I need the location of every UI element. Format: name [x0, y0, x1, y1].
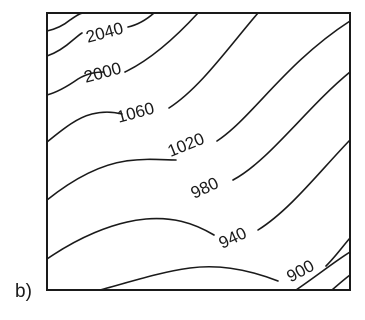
contour-line-2000	[46, 32, 83, 57]
contour-line-1060-b	[168, 12, 259, 109]
map-frame	[46, 12, 351, 291]
contour-line-1020-b	[216, 20, 351, 142]
contour-label-1020: 1020	[165, 129, 207, 161]
contour-line-900	[99, 265, 279, 291]
contour-line-lower-a	[295, 251, 351, 291]
contour-label-940: 940	[216, 223, 250, 252]
contour-line-2040-b	[127, 12, 155, 28]
panel-label: b)	[15, 281, 32, 302]
contour-line-940-b	[257, 139, 351, 231]
contour-line-980	[46, 158, 177, 201]
contour-line-980-b	[232, 71, 351, 181]
contour-line-2040	[46, 12, 85, 32]
contour-lines	[46, 12, 351, 291]
contour-label-980: 980	[188, 173, 222, 202]
contour-line-2000-b	[124, 12, 199, 73]
contour-line-1060	[46, 71, 105, 96]
contour-label-1060: 1060	[115, 99, 156, 127]
contour-label-2040: 2040	[84, 19, 125, 47]
contour-line-900-b	[325, 237, 351, 267]
contour-line-940	[46, 217, 215, 260]
contour-line-1020	[46, 111, 123, 143]
contour-line-lower-b	[331, 274, 351, 291]
contour-labels: 2040 2000 1060 1020 980 940 900	[82, 19, 318, 287]
contour-label-2000: 2000	[82, 59, 123, 87]
contour-label-900: 900	[283, 256, 317, 286]
